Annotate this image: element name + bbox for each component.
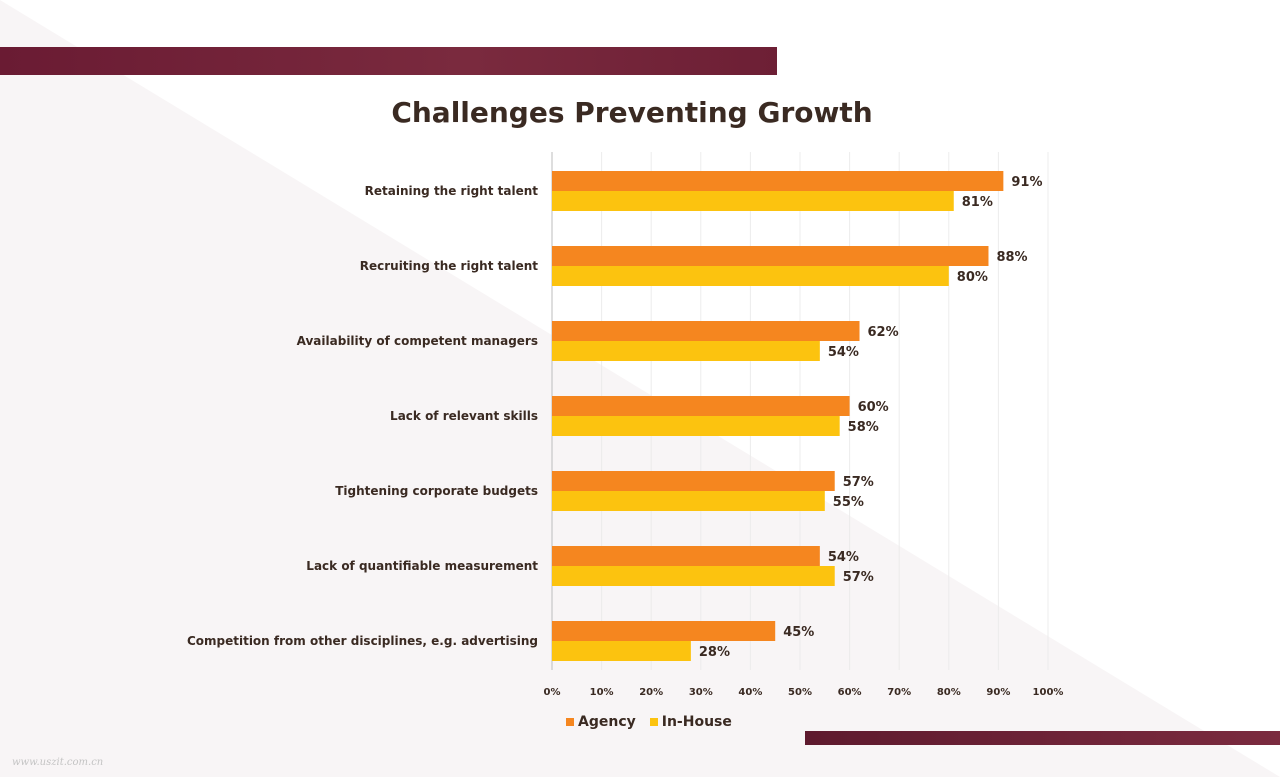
x-tick-label: 70% [887,687,911,698]
bar-agency [552,246,989,266]
data-label: 91% [1011,175,1042,190]
legend-item-agency: Agency [566,714,636,730]
x-tick-label: 60% [838,687,862,698]
x-tick-label: 40% [738,687,762,698]
chart-legend: Agency In-House [566,714,732,730]
bar-inhouse [552,491,825,511]
x-tick-label: 80% [937,687,961,698]
legend-label-inhouse: In-House [661,714,732,730]
category-label: Retaining the right talent [365,184,539,198]
data-label: 57% [843,570,874,585]
x-tick-label: 30% [689,687,713,698]
bar-agency [552,171,1004,191]
legend-swatch-agency [566,718,574,726]
bar-inhouse [552,341,820,361]
category-label: Competition from other disciplines, e.g.… [187,634,538,648]
data-label: 28% [699,645,730,660]
category-label: Tightening corporate budgets [335,484,538,498]
bar-agency [552,396,850,416]
category-label: Recruiting the right talent [360,259,539,273]
x-tick-label: 90% [986,687,1010,698]
x-tick-label: 100% [1033,687,1064,698]
legend-label-agency: Agency [578,714,636,730]
bar-agency [552,471,835,491]
x-tick-label: 20% [639,687,663,698]
bar-inhouse [552,266,949,286]
data-label: 55% [833,495,864,510]
bar-inhouse [552,566,835,586]
x-tick-label: 50% [788,687,812,698]
x-tick-label: 0% [544,687,561,698]
watermark: www.uszit.com.cn [12,757,104,768]
data-label: 62% [868,325,899,340]
bar-agency [552,621,776,641]
data-label: 54% [828,550,859,565]
bar-inhouse [552,416,840,436]
data-label: 54% [828,345,859,360]
data-label: 57% [843,475,874,490]
bar-inhouse [552,641,691,661]
category-label: Lack of relevant skills [390,409,538,423]
data-label: 60% [858,400,889,415]
data-label: 81% [962,195,993,210]
data-label: 45% [783,625,814,640]
x-tick-label: 10% [590,687,614,698]
bar-inhouse [552,191,954,211]
category-label: Availability of competent managers [297,334,538,348]
legend-swatch-inhouse [649,718,658,726]
bar-agency [552,546,820,566]
data-label: 80% [957,270,988,285]
category-label: Lack of quantifiable measurement [306,559,538,573]
legend-item-inhouse: In-House [649,714,732,730]
bottom-decorative-band [805,731,1280,745]
top-decorative-band [0,47,777,75]
data-label: 58% [848,420,879,435]
data-label: 88% [996,250,1027,265]
chart-title: Challenges Preventing Growth [391,96,873,129]
bar-agency [552,321,860,341]
